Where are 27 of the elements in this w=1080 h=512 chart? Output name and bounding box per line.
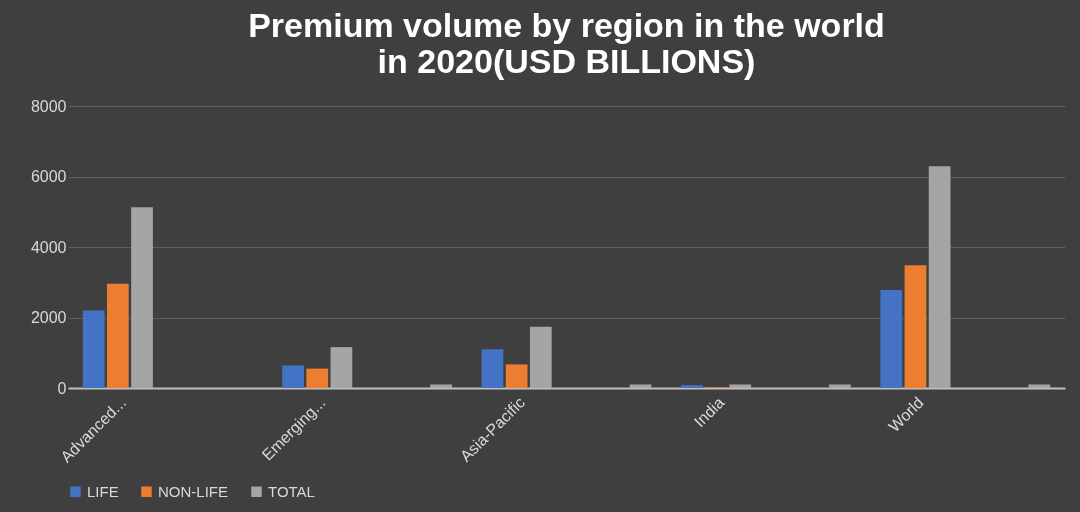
bar	[82, 310, 105, 388]
bar	[330, 347, 353, 388]
bar	[529, 326, 552, 388]
chart-title: Premium volume by region in the world in 2020(USD BILLIONS)	[248, 6, 885, 80]
y-tick-label: 2000	[30, 309, 67, 326]
bar	[829, 384, 851, 388]
bar	[505, 364, 528, 388]
y-tick-label: 4000	[30, 238, 67, 256]
bar	[430, 384, 452, 388]
legend-label: LIFE	[87, 482, 119, 500]
legend-label: NON-LIFE	[158, 482, 229, 500]
bar	[282, 365, 304, 388]
bar	[131, 207, 153, 388]
y-tick-label: 6000	[30, 168, 67, 185]
bar	[729, 384, 752, 388]
bar	[928, 166, 951, 388]
y-tick-label: 8000	[30, 97, 67, 115]
bar	[681, 385, 703, 388]
y-tick-label: 0	[57, 379, 67, 397]
bar	[904, 265, 927, 388]
bar	[629, 384, 652, 388]
bar	[106, 283, 129, 388]
bar	[1028, 384, 1051, 388]
bar	[880, 290, 903, 388]
legend-label: TOTAL	[268, 482, 315, 500]
bar	[306, 368, 329, 388]
bar	[481, 349, 504, 388]
